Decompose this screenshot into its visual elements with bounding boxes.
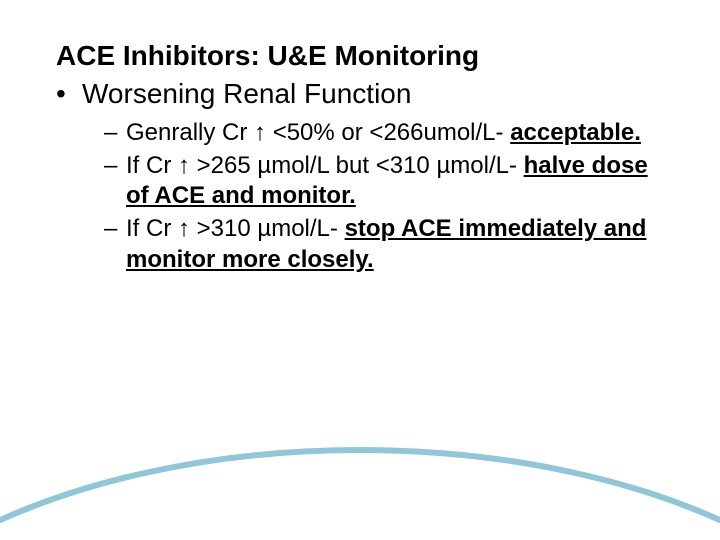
slide-content: ACE Inhibitors: U&E Monitoring • Worseni… [48, 40, 672, 278]
dash-marker: – [104, 118, 126, 149]
bullet-level1: • Worsening Renal Function [56, 78, 672, 110]
bullet-marker: • [56, 78, 82, 110]
list-item: – If Cr ↑ >310 µmol/L- stop ACE immediat… [104, 214, 672, 275]
sub-item-text: Genrally Cr ↑ <50% or <266umol/L- accept… [126, 118, 672, 149]
sub-bullet-list: – Genrally Cr ↑ <50% or <266umol/L- acce… [104, 118, 672, 276]
slide-title: ACE Inhibitors: U&E Monitoring [56, 40, 672, 72]
emphasis: acceptable. [510, 119, 641, 146]
dash-marker: – [104, 151, 126, 182]
bullet-text: Worsening Renal Function [82, 78, 411, 110]
sub-item-text: If Cr ↑ >310 µmol/L- stop ACE immediatel… [126, 214, 672, 275]
decorative-swoosh [0, 340, 720, 540]
list-item: – Genrally Cr ↑ <50% or <266umol/L- acce… [104, 118, 672, 149]
dash-marker: – [104, 214, 126, 245]
swoosh-path [0, 450, 720, 540]
list-item: – If Cr ↑ >265 µmol/L but <310 µmol/L- h… [104, 151, 672, 212]
sub-item-text: If Cr ↑ >265 µmol/L but <310 µmol/L- hal… [126, 151, 672, 212]
